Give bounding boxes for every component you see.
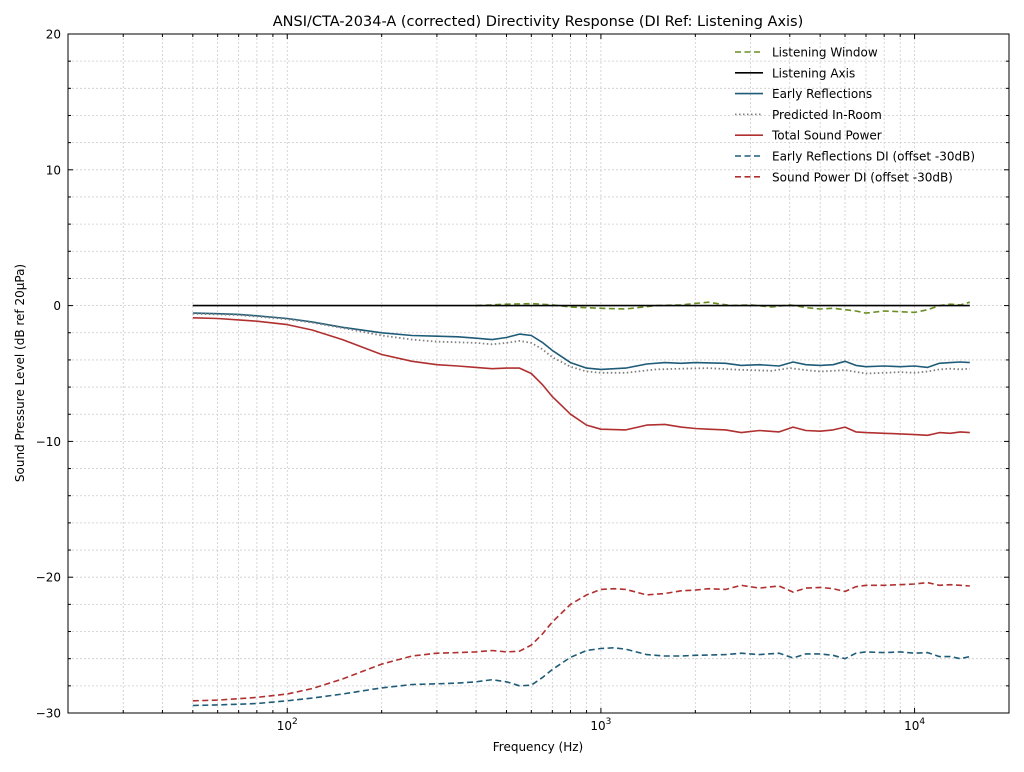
- legend-label: Sound Power DI (offset -30dB): [772, 170, 953, 184]
- x-tick-label: 103: [590, 717, 611, 733]
- legend-label: Total Sound Power: [771, 129, 882, 143]
- series-line-listening-window: [476, 301, 971, 314]
- x-axis-label: Frequency (Hz): [493, 740, 584, 754]
- series-line-sound-power-di-offset-30db: [192, 581, 970, 702]
- chart-title: ANSI/CTA-2034-A (corrected) Directivity …: [273, 14, 804, 30]
- series-line-early-reflections-di-offset-30db: [192, 646, 970, 707]
- series-lines: [192, 301, 971, 707]
- plot-frame: [67, 33, 1010, 714]
- x-tick-label: 102: [277, 717, 298, 733]
- y-tick-label: −20: [36, 571, 61, 585]
- y-tick-label: 0: [53, 299, 61, 313]
- y-tick-label: 20: [46, 28, 61, 42]
- legend: Listening Window Listening Axis Early Refl…: [735, 46, 975, 184]
- legend-label: Early Reflections DI (offset -30dB): [772, 150, 975, 164]
- axis-ticks: 102 103 104 20 10 0 −10 −20 −30: [36, 28, 1010, 733]
- y-tick-label: −30: [36, 707, 61, 721]
- series-line-predicted-in-room: [192, 312, 970, 375]
- y-tick-label: 10: [46, 163, 61, 177]
- x-tick-label: 104: [904, 717, 925, 733]
- series-line-early-reflections: [192, 312, 970, 371]
- series-line-total-sound-power: [192, 317, 970, 437]
- legend-label: Early Reflections: [772, 87, 872, 101]
- legend-label: Listening Axis: [772, 66, 855, 80]
- y-tick-label: −10: [36, 435, 61, 449]
- y-axis-label: Sound Pressure Level (dB ref 20µPa): [13, 264, 27, 482]
- legend-label: Predicted In-Room: [772, 108, 882, 122]
- legend-label: Listening Window: [772, 46, 878, 60]
